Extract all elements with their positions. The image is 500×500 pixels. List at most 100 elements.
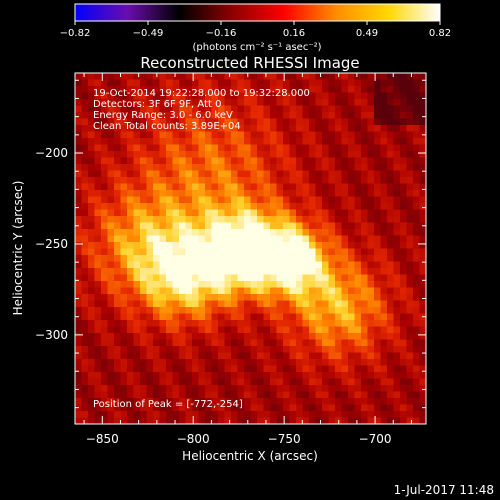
heatmap-cell [198, 196, 206, 204]
heatmap-cell [166, 281, 174, 289]
heatmap-cell [276, 261, 284, 269]
heatmap-cell [354, 378, 362, 386]
heatmap-cell [75, 183, 83, 191]
heatmap-cell [387, 73, 395, 81]
heatmap-cell [75, 242, 83, 250]
heatmap-cell [263, 138, 271, 146]
heatmap-cell [198, 99, 206, 107]
heatmap-cell [179, 222, 187, 230]
heatmap-cell [387, 404, 395, 412]
heatmap-cell [315, 242, 323, 250]
heatmap-cell [75, 92, 83, 100]
heatmap-cell [419, 365, 426, 373]
heatmap-cell [237, 385, 245, 393]
heatmap-cell [192, 300, 200, 308]
heatmap-cell [270, 339, 278, 347]
heatmap-cell [153, 398, 161, 406]
heatmap-cell [335, 307, 343, 315]
heatmap-cell [185, 170, 193, 178]
heatmap-cell [335, 229, 343, 237]
heatmap-cell [133, 125, 141, 133]
heatmap-cell [335, 281, 343, 289]
heatmap-cell [140, 352, 148, 360]
heatmap-cell [335, 404, 343, 412]
heatmap-cell [354, 268, 362, 276]
heatmap-cell [107, 86, 115, 94]
heatmap-cell [406, 157, 414, 165]
heatmap-cell [289, 404, 297, 412]
heatmap-cell [127, 131, 135, 139]
heatmap-cell [328, 300, 336, 308]
heatmap-cell [120, 274, 128, 282]
heatmap-cell [94, 352, 102, 360]
heatmap-cell [315, 151, 323, 159]
heatmap-cell [263, 190, 271, 198]
heatmap-cell [283, 274, 291, 282]
heatmap-cell [237, 105, 245, 113]
heatmap-cell [224, 326, 232, 334]
heatmap-cell [218, 333, 226, 341]
heatmap-cell [289, 112, 297, 120]
heatmap-cell [276, 398, 284, 406]
heatmap-cell [419, 372, 426, 380]
heatmap-cell [231, 261, 239, 269]
heatmap-cell [374, 281, 382, 289]
heatmap-cell [107, 157, 115, 165]
heatmap-cell [75, 248, 83, 256]
heatmap-cell [244, 372, 252, 380]
heatmap-cell [185, 268, 193, 276]
heatmap-cell [335, 151, 343, 159]
heatmap-cell [198, 229, 206, 237]
heatmap-cell [114, 73, 122, 81]
heatmap-cell [413, 118, 421, 126]
heatmap-cell [400, 294, 408, 302]
heatmap-cell [400, 177, 408, 185]
heatmap-cell [198, 170, 206, 178]
heatmap-cell [75, 346, 83, 354]
heatmap-cell [211, 222, 219, 230]
heatmap-cell [211, 411, 219, 419]
heatmap-cell [172, 300, 180, 308]
heatmap-cell [400, 118, 408, 126]
heatmap-cell [231, 190, 239, 198]
heatmap-cell [211, 79, 219, 87]
heatmap-cell [218, 313, 226, 321]
heatmap-cell [218, 92, 226, 100]
heatmap-cell [315, 157, 323, 165]
heatmap-cell [94, 333, 102, 341]
heatmap-cell [159, 229, 167, 237]
heatmap-cell [224, 274, 232, 282]
heatmap-cell [413, 294, 421, 302]
heatmap-cell [107, 300, 115, 308]
heatmap-cell [296, 183, 304, 191]
heatmap-cell [198, 216, 206, 224]
heatmap-cell [263, 346, 271, 354]
heatmap-cell [250, 170, 258, 178]
heatmap-cell [192, 255, 200, 263]
heatmap-cell [127, 372, 135, 380]
heatmap-cell [257, 333, 265, 341]
heatmap-cell [413, 222, 421, 230]
heatmap-cell [114, 326, 122, 334]
heatmap-cell [257, 125, 265, 133]
heatmap-cell [387, 177, 395, 185]
heatmap-cell [289, 216, 297, 224]
heatmap-cell [367, 313, 375, 321]
heatmap-cell [94, 131, 102, 139]
heatmap-cell [94, 144, 102, 152]
heatmap-cell [198, 112, 206, 120]
heatmap-cell [393, 326, 401, 334]
heatmap-cell [127, 313, 135, 321]
heatmap-cell [406, 261, 414, 269]
heatmap-cell [127, 112, 135, 120]
heatmap-cell [153, 105, 161, 113]
heatmap-cell [315, 79, 323, 87]
heatmap-cell [400, 216, 408, 224]
heatmap-cell [88, 333, 96, 341]
heatmap-cell [322, 157, 330, 165]
heatmap-cell [296, 125, 304, 133]
heatmap-cell [179, 385, 187, 393]
heatmap-cell [367, 385, 375, 393]
heatmap-cell [120, 157, 128, 165]
heatmap-cell [120, 255, 128, 263]
